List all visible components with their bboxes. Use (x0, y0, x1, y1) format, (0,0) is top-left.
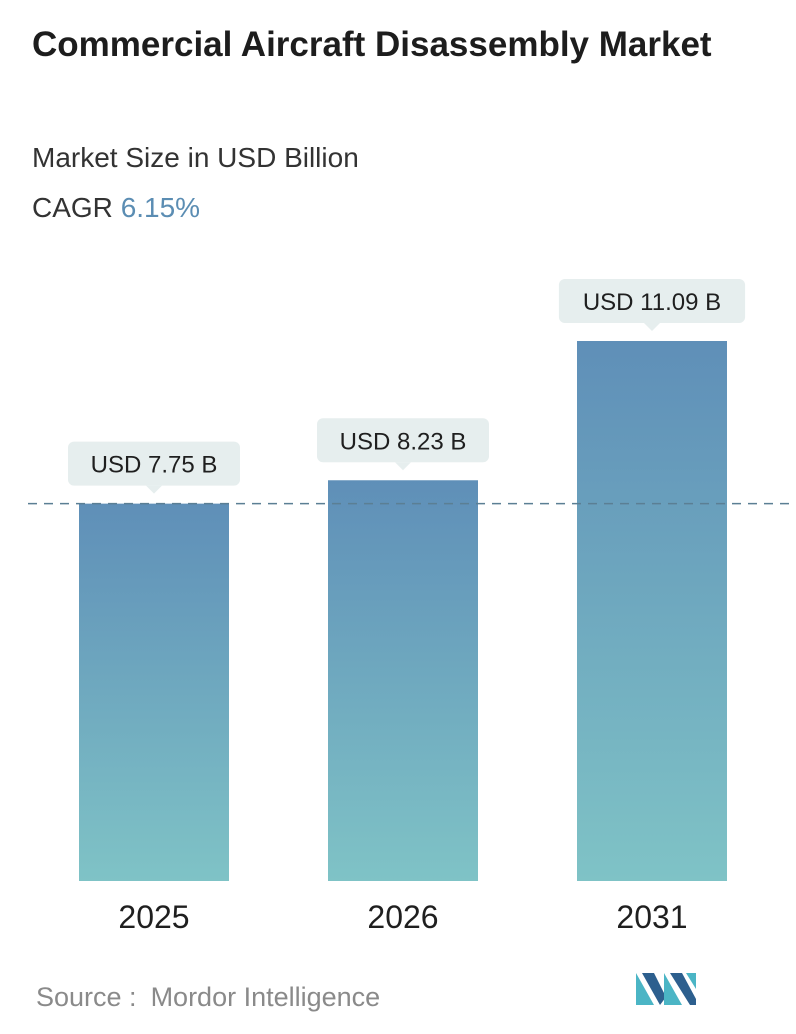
data-label-2025: USD 7.75 B (68, 441, 240, 494)
data-label-box (558, 279, 746, 323)
bar-2025 (79, 503, 229, 881)
bar-chart: USD 7.75 B USD 8.23 B USD 11.09 B 2025 2026… (28, 279, 790, 935)
cagr-line: CAGR 6.15% (32, 190, 200, 226)
source-label: Source : (36, 982, 137, 1012)
data-label-pointer (395, 462, 411, 471)
cagr-value: 6.15% (120, 192, 201, 223)
data-label-2031: USD 11.09 B (558, 279, 746, 331)
chart-subtitle: Market Size in USD Billion (32, 142, 359, 173)
cagr-label: CAGR (32, 192, 113, 223)
x-tick-label-2025: 2025 (118, 899, 189, 935)
data-label-text: USD 11.09 B (583, 289, 721, 316)
x-tick-label-2026: 2026 (367, 899, 438, 935)
source-name: Mordor Intelligence (150, 982, 381, 1012)
data-label-box (68, 441, 240, 486)
mordor-intelligence-logo-icon (636, 973, 696, 1005)
bar-2026 (328, 480, 478, 881)
x-tick-label-2031: 2031 (616, 899, 687, 935)
chart-title: Commercial Aircraft Disassembly Market (32, 25, 712, 64)
bar-2031 (577, 341, 727, 881)
data-label-pointer (644, 323, 660, 331)
data-label-text: USD 7.75 B (91, 452, 218, 479)
source-note: Source : Mordor Intelligence (36, 980, 380, 1014)
data-label-text: USD 8.23 B (340, 428, 467, 455)
data-label-pointer (146, 485, 162, 494)
data-label-box (317, 418, 489, 463)
data-label-2026: USD 8.23 B (317, 418, 489, 471)
